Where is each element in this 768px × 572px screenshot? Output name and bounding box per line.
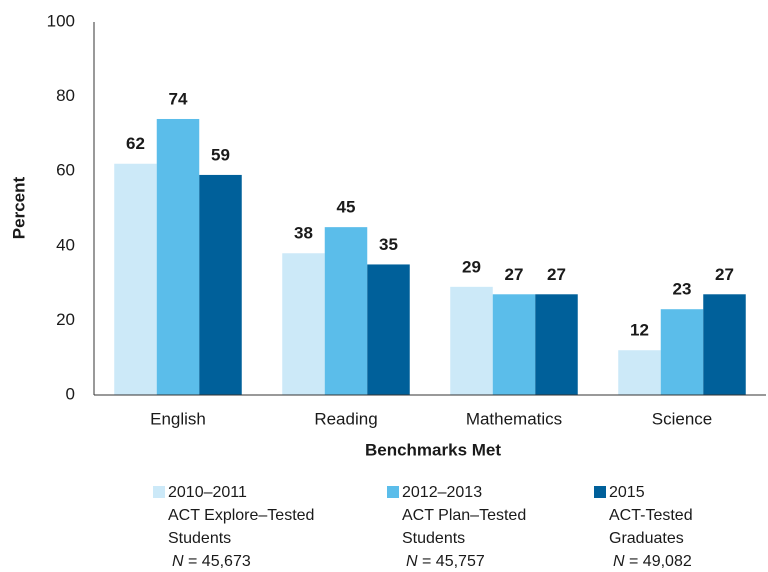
value-label: 27 [505, 265, 524, 284]
x-tick-label: Mathematics [466, 409, 562, 428]
x-tick-label: Science [652, 409, 712, 428]
y-tick-label: 100 [47, 11, 75, 30]
value-label: 59 [211, 145, 230, 164]
value-label: 29 [462, 257, 481, 276]
legend-description: ACT-Tested [609, 507, 693, 524]
bar [324, 227, 368, 395]
value-label: 45 [337, 198, 356, 217]
legend-n: N = 45,757 [406, 553, 485, 570]
bar [282, 253, 325, 395]
legend-swatch [153, 486, 165, 498]
bar [114, 163, 157, 395]
value-label: 62 [126, 134, 145, 153]
legend-description: Graduates [609, 530, 684, 547]
legend-label: 2010–2011 [168, 484, 247, 501]
bar [199, 174, 242, 395]
bar [156, 118, 200, 395]
y-axis-title: Percent [9, 176, 28, 239]
value-label: 23 [673, 280, 692, 299]
y-tick-label: 40 [56, 235, 75, 254]
legend-n-symbol: N [406, 553, 418, 570]
bar [492, 294, 536, 395]
legend-label: 2012–2013 [402, 484, 482, 501]
value-label: 27 [547, 265, 566, 284]
x-tick-label: English [150, 409, 206, 428]
legend-n-value: = 45,673 [188, 553, 251, 570]
legend-swatch [594, 486, 606, 498]
legend-n: N = 45,673 [172, 553, 251, 570]
bar [660, 309, 704, 395]
value-label: 27 [715, 265, 734, 284]
legend-description: ACT Explore–Tested [168, 507, 314, 524]
legend-swatch [387, 486, 399, 498]
legend-n-value: = 45,757 [422, 553, 485, 570]
value-label: 35 [379, 235, 398, 254]
y-tick-label: 80 [56, 86, 75, 105]
y-tick-label: 60 [56, 161, 75, 180]
legend-label: 2015 [609, 484, 645, 501]
legend-description: ACT Plan–Tested [402, 507, 526, 524]
bar [535, 294, 578, 395]
y-tick-label: 20 [56, 310, 75, 329]
legend-n-symbol: N [613, 553, 625, 570]
legend-n: N = 49,082 [613, 553, 692, 570]
value-label: 74 [169, 89, 188, 108]
legend-n-symbol: N [172, 553, 184, 570]
bar [618, 350, 661, 395]
x-tick-label: Reading [314, 409, 377, 428]
x-axis-title: Benchmarks Met [365, 440, 501, 459]
bar [703, 294, 746, 395]
legend-n-value: = 49,082 [629, 553, 692, 570]
value-label: 12 [630, 321, 649, 340]
legend-description: Students [402, 530, 465, 547]
value-label: 38 [294, 224, 313, 243]
bar [450, 286, 493, 395]
legend-description: Students [168, 530, 231, 547]
y-tick-label: 0 [66, 384, 75, 403]
bar [367, 264, 410, 395]
